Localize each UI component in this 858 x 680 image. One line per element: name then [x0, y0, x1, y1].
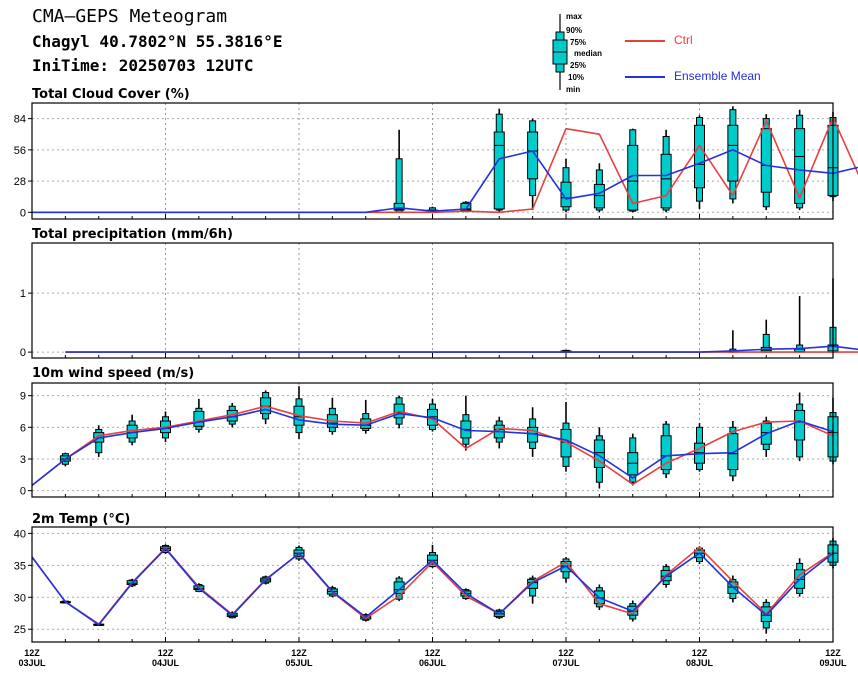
ctrl-series-line: [31, 405, 834, 487]
y-tick-label: 30: [14, 592, 26, 604]
box-inner: [794, 128, 806, 204]
box-inner: [527, 578, 539, 589]
legend-ctrl-line: [625, 40, 665, 42]
x-tick-date: 09JUL: [819, 658, 847, 668]
y-tick-label: 28: [14, 176, 26, 188]
y-tick-label: 9: [20, 391, 26, 403]
x-tick-label: 12Z 08JUL: [680, 648, 720, 668]
box-inner: [193, 411, 205, 427]
box-inner: [393, 581, 405, 594]
x-tick-label: 12Z 06JUL: [413, 648, 453, 668]
box-inner: [627, 452, 639, 476]
box-inner: [660, 153, 672, 209]
box-inner: [560, 181, 572, 208]
y-tick-label: 0: [20, 347, 26, 359]
key-label-min: min: [566, 85, 581, 94]
x-tick-hour: 12Z: [691, 648, 708, 658]
x-tick-label: 12Z 05JUL: [279, 648, 319, 668]
x-tick-date: 08JUL: [685, 658, 713, 668]
panel-frame: [31, 526, 834, 643]
box-key-icon: [552, 14, 568, 90]
mean-series-line: [31, 547, 834, 626]
box-inner: [560, 428, 572, 458]
x-tick-date: 03JUL: [18, 658, 46, 668]
init-time-label: IniTime: 20250703 12UTC: [32, 56, 254, 75]
x-tick-hour: 12Z: [558, 648, 574, 658]
key-label-90: 90%: [566, 26, 583, 35]
panel-frame: [31, 382, 834, 498]
panel-title-temp: 2m Temp (°C): [32, 512, 131, 527]
panel-title-wind: 10m wind speed (m/s): [32, 366, 195, 381]
y-tick-label: 25: [14, 624, 26, 636]
y-tick-label: 3: [20, 454, 26, 466]
y-tick-label: 84: [14, 114, 26, 126]
page-title: CMA—GEPS Meteogram: [32, 6, 228, 27]
y-tick-label: 40: [14, 528, 26, 540]
panel-frame: [31, 102, 834, 220]
location-label: Chagyl 40.7802°N 55.3816°E: [32, 32, 283, 51]
x-tick-label: 12Z 03JUL: [12, 648, 52, 668]
legend-mean-label: Ensemble Mean: [674, 69, 761, 83]
key-label-75: 75%: [570, 38, 587, 47]
x-tick-label: 12Z 04JUL: [146, 648, 186, 668]
y-tick-label: 35: [14, 560, 26, 572]
x-tick-label: 12Z 09JUL: [813, 648, 853, 668]
key-label-median: median: [574, 49, 603, 58]
y-tick-label: 1: [20, 288, 26, 300]
box-inner: [760, 128, 772, 193]
x-tick-date: 04JUL: [151, 658, 179, 668]
x-tick-label: 12Z 07JUL: [546, 648, 586, 668]
box-inner: [660, 435, 672, 471]
panel-title-precip: Total precipitation (mm/6h): [32, 227, 233, 242]
y-tick-label: 56: [14, 145, 26, 157]
x-tick-hour: 12Z: [24, 648, 40, 658]
x-tick-date: 05JUL: [285, 658, 313, 668]
mean-series-line: [65, 345, 858, 353]
box-inner: [393, 202, 405, 211]
key-label-25: 25%: [570, 61, 587, 70]
y-tick-label: 0: [20, 486, 26, 498]
box-inner: [593, 183, 605, 209]
box-inner: [727, 433, 739, 471]
x-tick-hour: 12Z: [157, 648, 174, 658]
mean-series-line: [32, 149, 858, 214]
x-tick-hour: 12Z: [825, 648, 841, 658]
legend-mean-line: [625, 76, 665, 78]
box-inner: [694, 124, 705, 189]
box-inner: [727, 124, 739, 182]
x-tick-hour: 12Z: [424, 648, 441, 658]
y-tick-label: 0: [20, 207, 26, 219]
key-label-max: max: [566, 12, 583, 21]
legend-ctrl-label: Ctrl: [674, 33, 693, 47]
mean-series-line: [31, 408, 834, 487]
box-inner: [460, 202, 472, 211]
panel-frame: [31, 242, 834, 359]
x-tick-date: 06JUL: [418, 658, 446, 668]
panel-title-cloud: Total Cloud Cover (%): [32, 87, 190, 102]
box-inner: [527, 131, 539, 180]
box-inner: [794, 409, 806, 441]
y-tick-label: 6: [20, 422, 26, 434]
box-inner: [493, 131, 505, 210]
x-tick-date: 07JUL: [552, 658, 580, 668]
key-label-10: 10%: [568, 73, 585, 82]
x-tick-hour: 12Z: [291, 648, 307, 658]
